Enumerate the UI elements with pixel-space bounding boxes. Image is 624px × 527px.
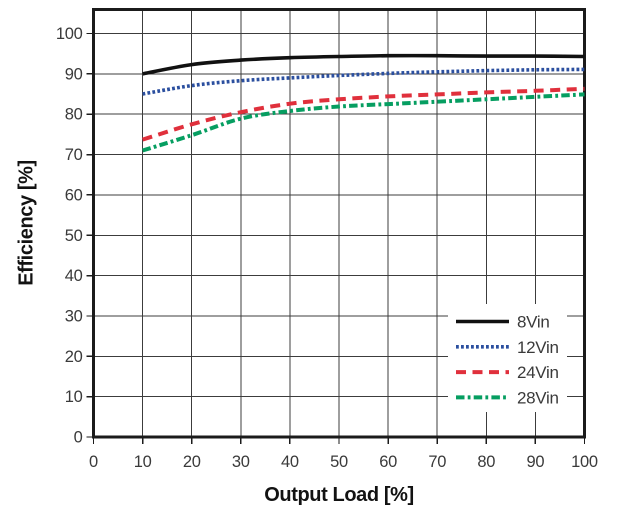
y-tick-label: 10 <box>65 388 83 406</box>
x-tick-label: 40 <box>281 453 299 471</box>
y-tick-label: 90 <box>65 65 83 83</box>
y-tick-label: 20 <box>65 348 83 366</box>
y-tick-label: 70 <box>65 146 83 164</box>
legend-item-8vin: 8Vin <box>456 313 550 332</box>
legend-item-12vin: 12Vin <box>456 338 559 357</box>
legend-label-28vin: 28Vin <box>517 388 559 407</box>
legend: 8Vin 12Vin 24Vin 28Vin <box>448 304 567 412</box>
series-12vin-line <box>142 67 585 96</box>
series-curves <box>142 53 585 153</box>
tick-marks <box>86 32 586 444</box>
y-tick-label: 30 <box>65 308 83 326</box>
legend-item-24vin: 24Vin <box>456 363 559 382</box>
series-8vin-line <box>142 53 585 76</box>
x-tick-label: 90 <box>527 453 545 471</box>
x-tick-label: 20 <box>183 453 201 471</box>
y-tick-label: 0 <box>74 429 83 447</box>
x-tick-label: 80 <box>477 453 495 471</box>
x-tick-label: 100 <box>571 453 598 471</box>
x-tick-label: 30 <box>232 453 250 471</box>
x-tick-label: 10 <box>134 453 152 471</box>
y-tick-label: 80 <box>65 106 83 124</box>
x-tick-label: 0 <box>89 453 98 471</box>
legend-item-28vin: 28Vin <box>456 388 559 407</box>
y-tick-label: 50 <box>65 227 83 245</box>
plot-frame <box>92 8 586 439</box>
series-28vin-line <box>142 92 585 153</box>
y-axis-title: Efficiency [%] <box>15 160 38 286</box>
x-tick-label: 70 <box>428 453 446 471</box>
legend-label-8vin: 8Vin <box>517 313 550 332</box>
y-tick-label: 40 <box>65 267 83 285</box>
x-tick-label: 50 <box>330 453 348 471</box>
x-axis-title: Output Load [%] <box>264 484 414 506</box>
tick-labels: 0 10 20 30 40 50 60 70 80 90 100 0 10 20 30 40 50 60 70 80 9… <box>56 25 598 471</box>
legend-label-24vin: 24Vin <box>517 363 559 382</box>
x-tick-label: 60 <box>379 453 397 471</box>
y-tick-label: 100 <box>56 25 83 43</box>
legend-label-12vin: 12Vin <box>517 338 559 357</box>
y-tick-label: 60 <box>65 186 83 204</box>
